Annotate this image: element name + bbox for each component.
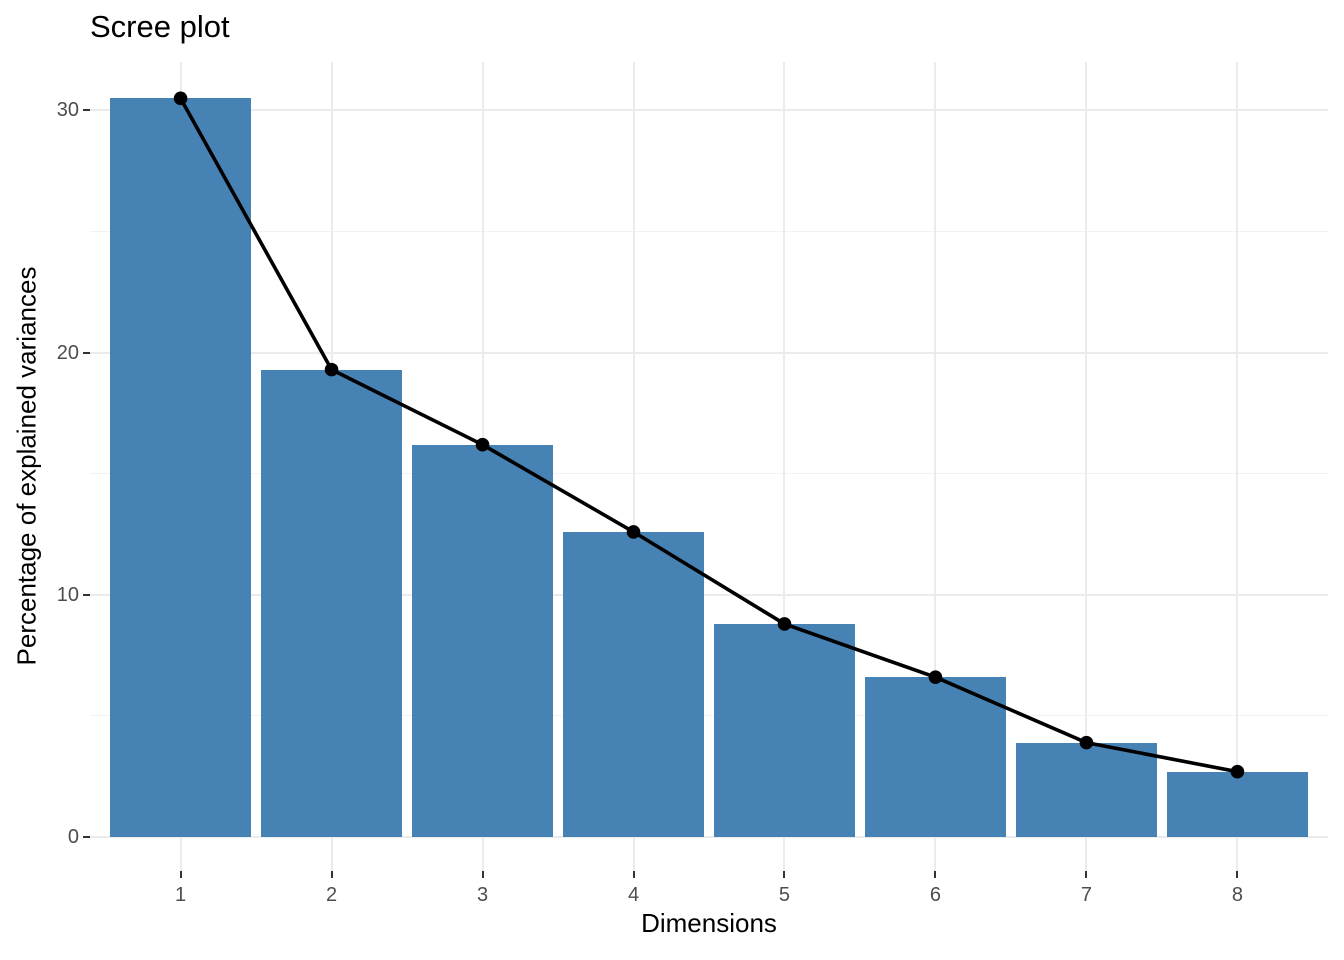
h-gridline-major	[90, 109, 1328, 112]
bar-dim-5	[713, 623, 856, 838]
bar-dim-2	[260, 369, 403, 838]
bar-dim-4	[562, 531, 705, 838]
bar-dim-1	[110, 98, 252, 838]
x-axis-title: Dimensions	[641, 908, 777, 938]
plot-panel	[90, 62, 1328, 871]
chart-title: Scree plot	[90, 9, 230, 44]
bar-dim-6	[864, 677, 1007, 838]
x-tick-mark	[179, 871, 182, 878]
y-tick-label: 0	[67, 826, 79, 849]
v-gridline	[1236, 62, 1239, 871]
h-gridline-minor	[90, 231, 1328, 233]
x-tick-mark	[481, 871, 484, 878]
x-tick-label: 7	[1080, 884, 1092, 906]
x-tick-label: 2	[325, 884, 338, 906]
x-tick-mark	[632, 871, 635, 878]
y-tick-mark	[83, 351, 90, 354]
h-gridline-major	[90, 836, 1328, 839]
x-tick-mark	[1236, 871, 1239, 878]
h-gridline-major	[90, 351, 1328, 354]
x-tick-mark	[934, 871, 937, 878]
x-tick-mark	[330, 871, 333, 878]
y-tick-mark	[83, 109, 90, 112]
x-tick-label: 5	[778, 884, 791, 906]
y-axis-title: Percentage of explained variances	[11, 266, 42, 666]
y-tick-label: 30	[56, 99, 79, 122]
x-tick-mark	[783, 871, 786, 878]
y-tick-mark	[83, 593, 90, 596]
x-tick-label: 6	[929, 884, 942, 906]
bar-dim-7	[1015, 742, 1157, 838]
bar-dim-8	[1166, 771, 1308, 838]
x-tick-label: 3	[476, 884, 489, 906]
y-tick-label: 10	[56, 583, 79, 606]
x-tick-label: 4	[627, 884, 640, 906]
x-tick-label: 8	[1231, 884, 1243, 906]
y-tick-mark	[83, 836, 90, 839]
x-tick-label: 1	[175, 884, 187, 906]
bar-dim-3	[411, 444, 554, 838]
y-tick-label: 20	[56, 341, 79, 364]
x-tick-mark	[1085, 871, 1088, 878]
